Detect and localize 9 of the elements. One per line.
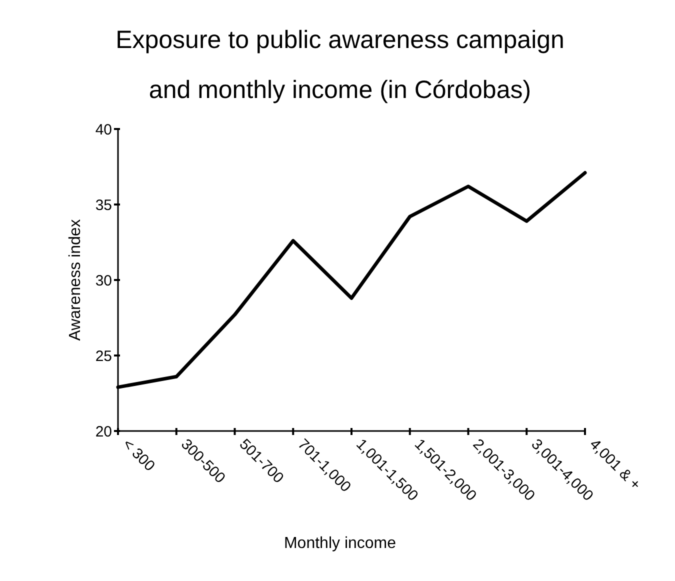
y-axis-title: Awareness index xyxy=(67,219,84,341)
y-tick-label: 35 xyxy=(95,196,112,214)
y-tick-label: 30 xyxy=(95,272,112,290)
chart-title: Exposure to public awareness campaign and monthly income (in Córdobas) xyxy=(116,26,564,104)
x-tick-label: < 300 xyxy=(119,436,158,475)
y-tick-label: 25 xyxy=(95,348,112,365)
y-tick-label: 40 xyxy=(95,121,112,138)
x-axis-title: Monthly income xyxy=(284,535,396,552)
y-tick-label: 20 xyxy=(95,423,112,440)
